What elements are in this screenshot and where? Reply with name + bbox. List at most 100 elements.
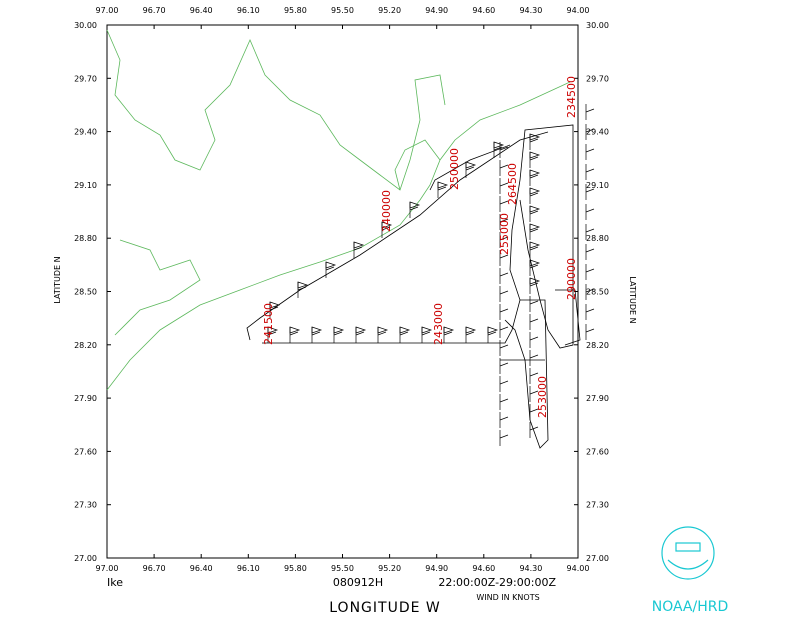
barb-feather [585, 268, 595, 273]
barb-feather [269, 306, 279, 311]
barb-feather [499, 164, 509, 169]
barb-feather [585, 328, 595, 333]
x-tick-label: 94.60 [472, 564, 495, 573]
barb-flag [355, 326, 367, 334]
barb-feather [529, 300, 539, 305]
barb-feather [499, 416, 509, 421]
barb-feather [499, 182, 509, 187]
barb-feather [529, 318, 539, 323]
barb-feather [499, 272, 509, 277]
x-tick-label-top: 96.40 [190, 6, 213, 15]
credit: NOAA/HRD [652, 599, 729, 615]
x-tick-label: 95.20 [378, 564, 401, 573]
y-tick-label: 29.70 [74, 74, 97, 83]
track-time-label: 264500 [506, 163, 519, 205]
barb-feather [529, 408, 539, 413]
barb-flag [529, 223, 541, 231]
barb-feather [529, 390, 539, 395]
barb-feather [585, 228, 595, 233]
barb-feather [443, 331, 453, 336]
y-tick-label: 27.30 [74, 501, 97, 510]
barb-flag [409, 201, 421, 209]
y-tick-label-right: 30.00 [586, 21, 609, 30]
x-tick-label-top: 94.00 [567, 6, 590, 15]
y-tick-label: 27.90 [74, 394, 97, 403]
barb-feather [499, 344, 509, 349]
y-tick-label-right: 28.80 [586, 234, 609, 243]
y-tick-label: 27.00 [74, 554, 97, 563]
x-tick-label-top: 95.80 [284, 6, 307, 15]
y-tick-label: 28.80 [74, 234, 97, 243]
x-tick-label-top: 94.30 [519, 6, 542, 15]
barb-feather [311, 331, 321, 336]
barb-feather [585, 128, 595, 133]
barb-feather [289, 331, 299, 336]
barb-flag [381, 221, 393, 229]
y-tick-label-right: 28.50 [586, 288, 609, 297]
barb-flag [493, 141, 505, 149]
barb-feather [333, 331, 343, 336]
y-tick-label: 29.40 [74, 128, 97, 137]
barb-feather [585, 208, 595, 213]
barb-flag [353, 241, 365, 249]
barb-feather [499, 218, 509, 223]
y-tick-label-right: 27.00 [586, 554, 609, 563]
barb-feather [499, 146, 509, 151]
barb-flag [267, 326, 279, 334]
barb-feather [529, 228, 539, 233]
barb-feather [409, 206, 419, 211]
storm-name: Ike [107, 576, 123, 589]
track-time-label: 234500 [565, 76, 578, 118]
barb-feather [585, 188, 595, 193]
barb-feather [529, 192, 539, 197]
barb-feather [529, 354, 539, 359]
barb-feather [529, 282, 539, 287]
barb-feather [353, 246, 363, 251]
barb-feather [493, 146, 503, 151]
barb-flag [297, 281, 309, 289]
y-tick-label: 28.50 [74, 288, 97, 297]
barb-feather [499, 380, 509, 385]
x-tick-label: 94.30 [519, 564, 542, 573]
track-time-label: 240000 [380, 190, 393, 232]
barb-feather [499, 308, 509, 313]
y-tick-label: 30.00 [74, 21, 97, 30]
y-axis-label-right: LATITUDE N [628, 276, 637, 323]
barb-feather [529, 372, 539, 377]
barb-feather [499, 434, 509, 439]
barb-feather [465, 166, 475, 171]
track-time-label: 241500 [262, 303, 275, 345]
barb-flag [529, 205, 541, 213]
x-tick-label-top: 95.20 [378, 6, 401, 15]
barb-flag [465, 326, 477, 334]
barb-feather [437, 186, 447, 191]
y-tick-label-right: 29.40 [586, 128, 609, 137]
barb-flag [529, 259, 541, 267]
x-tick-label-top: 97.00 [96, 6, 119, 15]
barb-flag [377, 326, 389, 334]
y-axis-label-left: LATITUDE N [53, 256, 62, 303]
barb-feather [267, 331, 277, 336]
barb-flag [289, 326, 301, 334]
units-note: WIND IN KNOTS [476, 593, 539, 602]
barb-feather [499, 326, 509, 331]
x-tick-label-top: 95.50 [331, 6, 354, 15]
x-tick-label: 96.40 [190, 564, 213, 573]
barb-flag [443, 326, 455, 334]
barb-flag [311, 326, 323, 334]
y-tick-label-right: 29.70 [586, 74, 609, 83]
y-tick-label-right: 27.60 [586, 447, 609, 456]
track-time-label: 253000 [536, 376, 549, 418]
barb-feather [381, 226, 391, 231]
x-tick-label: 97.00 [96, 564, 119, 573]
x-axis-label: LONGITUDE W [329, 600, 441, 616]
x-tick-label: 95.50 [331, 564, 354, 573]
wind-barbs [267, 104, 595, 446]
barb-flag [421, 326, 433, 334]
barb-flag [529, 169, 541, 177]
barb-flag [437, 181, 449, 189]
time-range: 22:00:00Z-29:00:00Z [438, 576, 556, 589]
x-tick-label: 96.10 [237, 564, 260, 573]
barb-feather [325, 266, 335, 271]
